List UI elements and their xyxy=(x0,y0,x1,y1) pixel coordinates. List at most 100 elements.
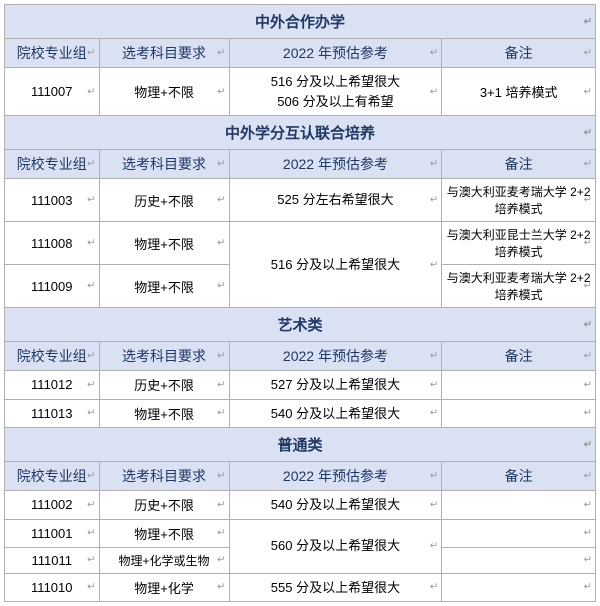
enter-mark-icon: ↵ xyxy=(217,471,225,482)
admission-table: 中外合作办学↵院校专业组↵选考科目要求↵2022 年预估参考↵备注↵111007… xyxy=(4,4,596,602)
table-row: 111003↵历史+不限↵525 分左右希望很大↵与澳大利亚麦考瑞大学 2+2 … xyxy=(5,179,596,222)
code-cell: 111007↵ xyxy=(5,68,100,116)
enter-mark-icon: ↵ xyxy=(87,499,95,510)
enter-mark-icon: ↵ xyxy=(584,351,592,362)
enter-mark-icon: ↵ xyxy=(584,379,592,390)
code-cell: 111008↵ xyxy=(5,222,100,265)
header-subject: 选考科目要求↵ xyxy=(99,342,229,371)
enter-mark-icon: ↵ xyxy=(87,48,95,59)
forecast-cell: 540 分及以上希望很大↵ xyxy=(229,491,442,520)
code-cell: 111010↵ xyxy=(5,573,100,602)
enter-mark-icon: ↵ xyxy=(584,127,592,138)
enter-mark-icon: ↵ xyxy=(87,408,95,419)
code-cell: 111011↵ xyxy=(5,547,100,573)
table-row: 111008↵物理+不限↵516 分及以上希望很大↵与澳大利亚昆士兰大学 2+2… xyxy=(5,222,596,265)
enter-mark-icon: ↵ xyxy=(430,580,438,595)
section-title-row: 中外学分互认联合培养↵ xyxy=(5,116,596,150)
enter-mark-icon: ↵ xyxy=(584,16,592,27)
enter-mark-icon: ↵ xyxy=(584,86,592,97)
note-cell: 与澳大利亚麦考瑞大学 2+2 培养模式↵ xyxy=(442,265,596,308)
enter-mark-icon: ↵ xyxy=(430,471,438,482)
enter-mark-icon: ↵ xyxy=(584,159,592,170)
header-code: 院校专业组↵ xyxy=(5,462,100,491)
enter-mark-icon: ↵ xyxy=(217,582,225,593)
header-forecast: 2022 年预估参考↵ xyxy=(229,342,442,371)
enter-mark-icon: ↵ xyxy=(584,281,592,292)
note-cell: ↵ xyxy=(442,547,596,573)
enter-mark-icon: ↵ xyxy=(87,281,95,292)
forecast-cell: 525 分左右希望很大↵ xyxy=(229,179,442,222)
header-subject: 选考科目要求↵ xyxy=(99,39,229,68)
section-title: 普通类↵ xyxy=(5,428,596,462)
enter-mark-icon: ↵ xyxy=(584,48,592,59)
subject-cell: 物理+化学或生物↵ xyxy=(99,547,229,573)
enter-mark-icon: ↵ xyxy=(87,471,95,482)
subject-cell: 物理+不限↵ xyxy=(99,68,229,116)
forecast-cell: 540 分及以上希望很大↵ xyxy=(229,399,442,428)
header-forecast: 2022 年预估参考↵ xyxy=(229,462,442,491)
forecast-cell: 560 分及以上希望很大↵ xyxy=(229,519,442,573)
enter-mark-icon: ↵ xyxy=(584,319,592,330)
enter-mark-icon: ↵ xyxy=(87,555,95,566)
note-cell: 与澳大利亚昆士兰大学 2+2 培养模式↵ xyxy=(442,222,596,265)
forecast-cell: 516 分及以上希望很大506 分及以上有希望↵ xyxy=(229,68,442,116)
section-title-row: 艺术类↵ xyxy=(5,308,596,342)
column-header-row: 院校专业组↵选考科目要求↵2022 年预估参考↵备注↵ xyxy=(5,462,596,491)
header-subject: 选考科目要求↵ xyxy=(99,462,229,491)
table-row: 111007↵物理+不限↵516 分及以上希望很大506 分及以上有希望↵3+1… xyxy=(5,68,596,116)
enter-mark-icon: ↵ xyxy=(584,238,592,249)
subject-cell: 物理+不限↵ xyxy=(99,222,229,265)
enter-mark-icon: ↵ xyxy=(430,84,438,99)
table-row: 111001↵物理+不限↵560 分及以上希望很大↵↵ xyxy=(5,519,596,547)
note-cell: ↵ xyxy=(442,519,596,547)
note-cell: 与澳大利亚麦考瑞大学 2+2 培养模式↵ xyxy=(442,179,596,222)
header-note: 备注↵ xyxy=(442,150,596,179)
enter-mark-icon: ↵ xyxy=(87,195,95,206)
header-forecast: 2022 年预估参考↵ xyxy=(229,39,442,68)
table-row: 111012↵历史+不限↵527 分及以上希望很大↵↵ xyxy=(5,371,596,400)
enter-mark-icon: ↵ xyxy=(87,159,95,170)
enter-mark-icon: ↵ xyxy=(584,582,592,593)
header-note: 备注↵ xyxy=(442,39,596,68)
header-note: 备注↵ xyxy=(442,342,596,371)
section-title: 中外学分互认联合培养↵ xyxy=(5,116,596,150)
enter-mark-icon: ↵ xyxy=(217,86,225,97)
enter-mark-icon: ↵ xyxy=(217,351,225,362)
enter-mark-icon: ↵ xyxy=(87,379,95,390)
enter-mark-icon: ↵ xyxy=(87,86,95,97)
subject-cell: 物理+不限↵ xyxy=(99,399,229,428)
enter-mark-icon: ↵ xyxy=(584,195,592,206)
enter-mark-icon: ↵ xyxy=(87,238,95,249)
enter-mark-icon: ↵ xyxy=(430,539,438,554)
subject-cell: 历史+不限↵ xyxy=(99,491,229,520)
enter-mark-icon: ↵ xyxy=(217,159,225,170)
enter-mark-icon: ↵ xyxy=(584,499,592,510)
code-cell: 111001↵ xyxy=(5,519,100,547)
header-code: 院校专业组↵ xyxy=(5,150,100,179)
forecast-cell: 555 分及以上希望很大↵ xyxy=(229,573,442,602)
header-subject: 选考科目要求↵ xyxy=(99,150,229,179)
enter-mark-icon: ↵ xyxy=(584,528,592,539)
enter-mark-icon: ↵ xyxy=(430,377,438,392)
section-title: 中外合作办学↵ xyxy=(5,5,596,39)
subject-cell: 历史+不限↵ xyxy=(99,371,229,400)
enter-mark-icon: ↵ xyxy=(584,439,592,450)
enter-mark-icon: ↵ xyxy=(217,281,225,292)
enter-mark-icon: ↵ xyxy=(217,379,225,390)
section-title-row: 中外合作办学↵ xyxy=(5,5,596,39)
header-code: 院校专业组↵ xyxy=(5,39,100,68)
enter-mark-icon: ↵ xyxy=(217,408,225,419)
note-cell: ↵ xyxy=(442,371,596,400)
code-cell: 111002↵ xyxy=(5,491,100,520)
code-cell: 111013↵ xyxy=(5,399,100,428)
note-cell: ↵ xyxy=(442,573,596,602)
note-cell: 3+1 培养模式↵ xyxy=(442,68,596,116)
subject-cell: 历史+不限↵ xyxy=(99,179,229,222)
enter-mark-icon: ↵ xyxy=(217,499,225,510)
note-cell: ↵ xyxy=(442,491,596,520)
table-row: 111013↵物理+不限↵540 分及以上希望很大↵ ↵ xyxy=(5,399,596,428)
enter-mark-icon: ↵ xyxy=(217,195,225,206)
enter-mark-icon: ↵ xyxy=(430,351,438,362)
enter-mark-icon: ↵ xyxy=(430,497,438,512)
enter-mark-icon: ↵ xyxy=(430,48,438,59)
